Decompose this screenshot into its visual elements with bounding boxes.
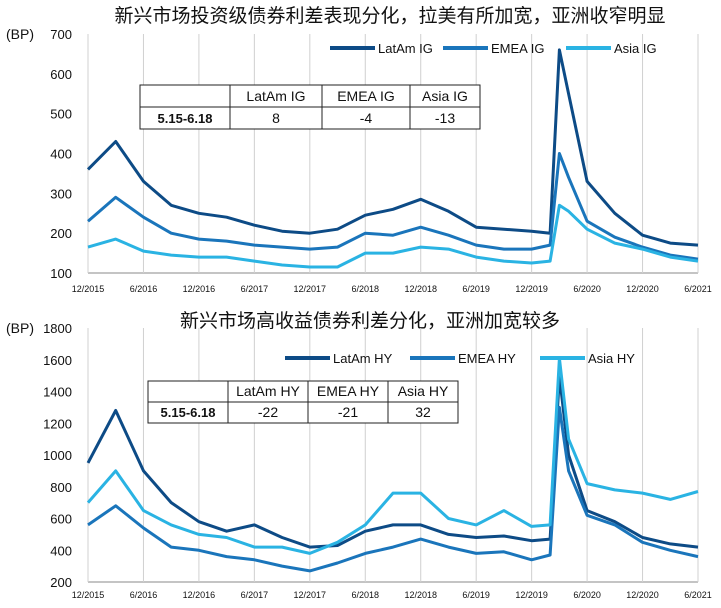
x-tick-label: 6/2016 [130,590,158,600]
y-tick-label: 1800 [43,321,72,336]
legend-label: EMEA IG [491,41,544,56]
series-line-latam-hy [86,374,699,549]
table-cell: 32 [415,404,431,420]
y-axis-ticks: 100 200 300 400 500 600 700 [50,27,72,281]
series-line-asia-ig [87,203,699,269]
series-line-latam-ig [86,48,699,247]
y-tick-label: 1400 [43,385,72,400]
series-line-asia-hy [86,356,699,555]
series-lines [86,48,699,269]
legend-label: EMEA HY [458,351,516,366]
table-header: EMEA HY [317,383,380,399]
table-cell: 8 [272,110,280,126]
x-tick-label: 12/2015 [72,284,105,294]
legend: LatAm IG EMEA IG Asia IG [330,41,657,56]
x-axis-ticks: 12/2015 6/2016 12/2016 6/2017 12/2017 6/2018 1… [72,284,712,294]
table-header: Asia HY [398,383,449,399]
legend-label: LatAm HY [333,351,393,366]
x-tick-label: 6/2017 [241,284,269,294]
y-tick-label: 600 [50,67,72,82]
y-tick-label: 1000 [43,448,72,463]
y-tick-label: 600 [50,512,72,527]
x-tick-label: 12/2020 [626,284,659,294]
y-tick-label: 1200 [43,416,72,431]
x-tick-label: 6/2020 [573,590,601,600]
table-header: LatAm HY [236,383,300,399]
table-cell: -22 [258,404,278,420]
y-tick-label: 800 [50,480,72,495]
change-table: 5.15-6.18 LatAm IG 8 EMEA IG -4 Asia IG -13 [139,84,481,130]
table-header: EMEA IG [337,88,395,104]
y-tick-label: 200 [50,575,72,590]
x-tick-label: 12/2019 [515,590,548,600]
ig-spread-chart: 新兴市场投资级债券利差表现分化，拉美有所加宽，亚洲收窄明显 (BP) 100 20… [6,5,712,294]
x-tick-label: 12/2020 [626,590,659,600]
chart-title: 新兴市场投资级债券利差表现分化，拉美有所加宽，亚洲收窄明显 [114,5,665,27]
hy-spread-chart: 新兴市场高收益债券利差分化，亚洲加宽较多 (BP) 200 400 600 800 10… [6,310,712,600]
table-cell: -13 [435,110,455,126]
y-tick-label: 300 [50,186,72,201]
y-axis-unit: (BP) [6,320,34,336]
x-tick-label: 12/2019 [515,284,548,294]
table-header: Asia IG [422,88,468,104]
chart-title: 新兴市场高收益债券利差分化，亚洲加宽较多 [180,310,560,332]
grid [87,328,699,583]
series-line-emea-hy [87,405,699,573]
y-tick-label: 100 [50,266,72,281]
legend-label: Asia IG [614,41,657,56]
change-table: 5.15-6.18 LatAm HY -22 EMEA HY -21 Asia HY 32 [147,380,459,424]
table-row-label: 5.15-6.18 [161,405,216,420]
x-tick-label: 6/2021 [684,590,712,600]
x-tick-label: 6/2016 [130,284,158,294]
x-tick-label: 6/2021 [684,284,712,294]
grid [87,34,699,274]
x-tick-label: 12/2018 [404,590,437,600]
series-lines [86,356,699,573]
y-tick-label: 700 [50,27,72,42]
y-tick-label: 400 [50,147,72,162]
legend: LatAm HY EMEA HY Asia HY [285,351,635,366]
y-tick-label: 400 [50,543,72,558]
x-tick-label: 6/2020 [573,284,601,294]
legend-label: Asia HY [588,351,635,366]
x-tick-label: 12/2017 [294,590,327,600]
table-cell: -21 [338,404,358,420]
x-tick-label: 12/2018 [404,284,437,294]
x-tick-label: 6/2019 [462,590,490,600]
y-axis-unit: (BP) [6,26,34,42]
x-tick-label: 6/2018 [352,590,380,600]
table-cell: -4 [360,110,373,126]
table-row-label: 5.15-6.18 [158,111,213,126]
x-tick-label: 6/2019 [462,284,490,294]
x-tick-label: 12/2015 [72,590,105,600]
x-tick-label: 6/2017 [241,590,269,600]
x-axis-ticks: 12/2015 6/2016 12/2016 6/2017 12/2017 6/2018 1… [72,590,712,600]
y-tick-label: 200 [50,226,72,241]
x-tick-label: 6/2018 [352,284,380,294]
x-tick-label: 12/2017 [294,284,327,294]
y-axis-ticks: 200 400 600 800 1000 1200 1400 1600 1800 [43,321,72,590]
y-tick-label: 500 [50,107,72,122]
x-tick-label: 12/2016 [183,284,216,294]
series-line-emea-ig [87,152,699,261]
y-tick-label: 1600 [43,353,72,368]
table-header: LatAm IG [246,88,305,104]
legend-label: LatAm IG [378,41,433,56]
x-tick-label: 12/2016 [183,590,216,600]
